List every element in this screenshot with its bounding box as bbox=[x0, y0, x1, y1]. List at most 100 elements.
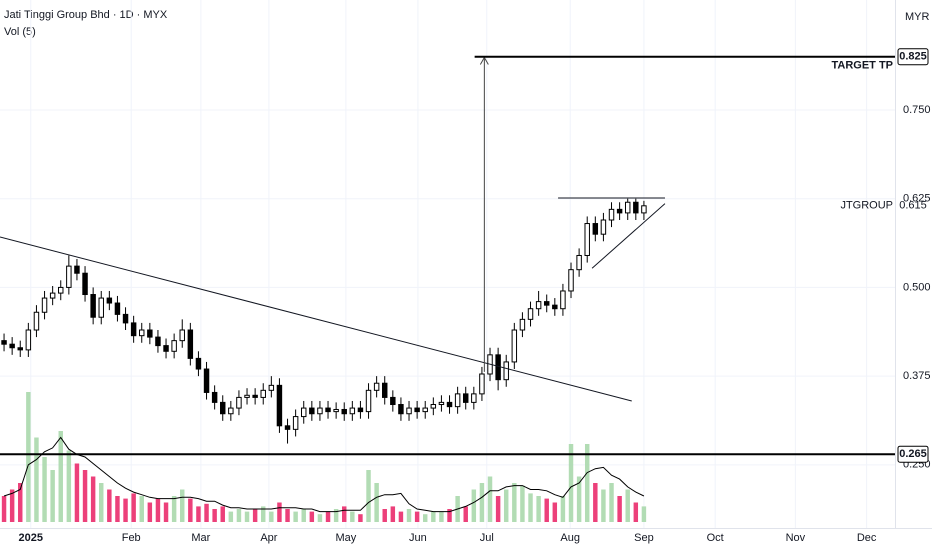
x-tick-label: Jul bbox=[480, 532, 494, 544]
volume-bar bbox=[42, 457, 47, 522]
candle-body bbox=[220, 401, 226, 415]
candle-body bbox=[406, 407, 412, 415]
candle-body bbox=[17, 347, 23, 351]
candle-body bbox=[41, 297, 48, 313]
volume-bar bbox=[495, 496, 501, 522]
candle-body bbox=[228, 407, 234, 415]
y-tick-label: 0.750 bbox=[903, 104, 931, 116]
candle-body bbox=[535, 301, 542, 310]
x-tick-label: May bbox=[335, 532, 356, 544]
volume-bar bbox=[439, 511, 444, 522]
volume-bar bbox=[244, 511, 250, 522]
volume-bar bbox=[204, 503, 209, 522]
candle-body bbox=[414, 407, 420, 413]
last-price-name: JTGROUP bbox=[840, 200, 893, 212]
x-tick-label: Nov bbox=[786, 532, 806, 544]
candle-body bbox=[236, 396, 242, 409]
y-tick-label: 0.625 bbox=[903, 193, 931, 205]
volume-bar bbox=[220, 506, 225, 522]
candle-body bbox=[438, 401, 445, 406]
volume-bar bbox=[212, 509, 217, 522]
volume-bar bbox=[163, 502, 169, 522]
candle-body bbox=[608, 208, 615, 221]
candle-body bbox=[9, 343, 15, 349]
x-tick-label: Dec bbox=[857, 532, 877, 544]
volume-bar bbox=[115, 496, 120, 522]
candle-body bbox=[382, 382, 388, 398]
volume-bar bbox=[593, 483, 598, 522]
candle-body bbox=[341, 408, 347, 415]
volume-bar bbox=[625, 489, 630, 522]
candle-body bbox=[479, 373, 485, 395]
volume-bar bbox=[293, 511, 298, 522]
candle-body bbox=[600, 219, 607, 235]
volume-bar bbox=[50, 470, 55, 522]
volume-bar bbox=[74, 463, 80, 522]
volume-bar bbox=[633, 502, 639, 522]
candle-body bbox=[495, 354, 501, 381]
candle-body bbox=[390, 396, 396, 406]
volume-bar bbox=[568, 444, 574, 522]
candle-body bbox=[171, 340, 177, 352]
x-tick-label: Feb bbox=[122, 532, 141, 544]
candle-body bbox=[503, 361, 509, 381]
candle-body bbox=[187, 329, 194, 359]
volume-bar bbox=[487, 476, 493, 522]
candle-body bbox=[624, 201, 631, 214]
volume-bar bbox=[414, 511, 420, 522]
candle-body bbox=[616, 208, 623, 214]
chart-title: Jati Tinggi Group Bhd · 1D · MYX bbox=[4, 9, 168, 21]
level-label: TARGET TP bbox=[831, 60, 893, 72]
volume-bar bbox=[641, 506, 647, 522]
volume-bar bbox=[422, 514, 428, 522]
volume-bar bbox=[584, 444, 590, 522]
volume-bar bbox=[196, 506, 201, 522]
candle-body bbox=[203, 368, 210, 393]
candle-body bbox=[398, 404, 404, 415]
volume-bar bbox=[123, 498, 128, 522]
volume-bar bbox=[301, 509, 306, 522]
volume-bar bbox=[544, 498, 549, 522]
y-tick-label: 0.375 bbox=[903, 370, 931, 382]
volume-bar bbox=[342, 506, 347, 522]
trend-line bbox=[591, 203, 666, 269]
candle-body bbox=[641, 205, 647, 214]
volume-bar bbox=[309, 511, 315, 522]
candle-body bbox=[462, 393, 469, 403]
trend-line bbox=[0, 236, 632, 402]
candle-body bbox=[58, 286, 64, 294]
volume-bar bbox=[261, 506, 266, 522]
volume-bar bbox=[479, 483, 485, 522]
candle-body bbox=[357, 407, 364, 413]
volume-bar bbox=[58, 431, 63, 522]
volume-bar bbox=[617, 496, 622, 522]
volume-bar bbox=[447, 509, 452, 522]
candle-body bbox=[155, 336, 161, 347]
candle-body bbox=[179, 329, 185, 342]
volume-bar bbox=[131, 493, 136, 522]
volume-bar bbox=[155, 498, 161, 522]
candle-body bbox=[130, 322, 137, 337]
candle-body bbox=[139, 329, 145, 337]
candle-body bbox=[317, 407, 323, 415]
volume-bar bbox=[171, 496, 177, 522]
candle-body bbox=[114, 302, 121, 315]
candle-body bbox=[309, 407, 315, 415]
candle-body bbox=[430, 404, 437, 409]
candle-body bbox=[252, 394, 258, 398]
candle-body bbox=[519, 318, 526, 331]
candle-body bbox=[49, 292, 56, 299]
volume-bar bbox=[512, 483, 517, 522]
volume-bar bbox=[576, 476, 582, 522]
volume-bar bbox=[317, 514, 323, 522]
candle-body bbox=[33, 311, 40, 331]
volume-bar bbox=[236, 509, 242, 522]
volume-bar bbox=[277, 502, 282, 522]
candle-body bbox=[1, 340, 7, 345]
x-tick-label: Oct bbox=[707, 532, 724, 544]
volume-bar bbox=[374, 483, 379, 522]
volume-bar bbox=[601, 489, 606, 522]
candle-body bbox=[592, 223, 599, 235]
volume-bar bbox=[9, 489, 15, 522]
